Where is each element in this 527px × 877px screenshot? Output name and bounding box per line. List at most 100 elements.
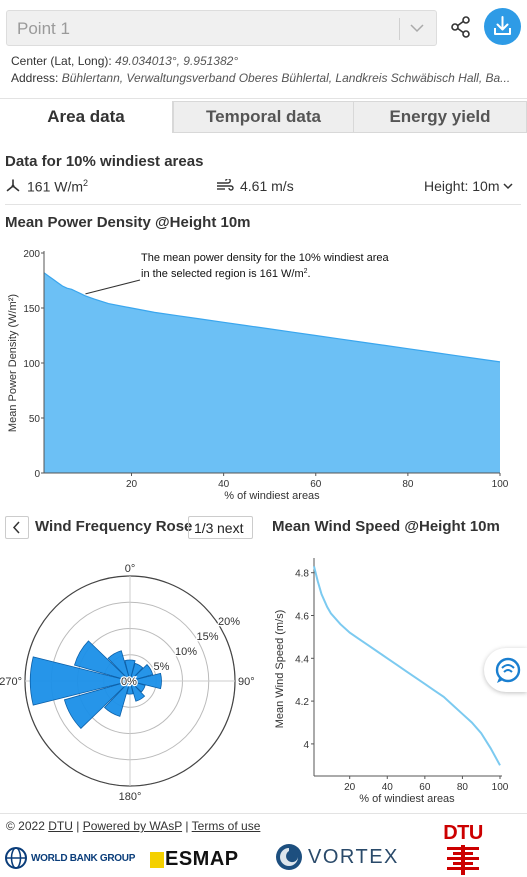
y-tick-label: 150 — [23, 304, 40, 315]
x-tick-label: 40 — [218, 479, 230, 490]
page-indicator: 1/3 — [194, 520, 214, 536]
wind-speed-value: 4.61 m/s — [240, 178, 294, 194]
rose-sector — [73, 640, 131, 682]
x-tick-label: 60 — [419, 782, 431, 793]
esmap-mark — [150, 851, 164, 868]
dtu-logo[interactable]: DTU — [443, 822, 483, 875]
wind-speed-chart-title: Mean Wind Speed @Height 10m — [272, 518, 500, 535]
angle-label-n: 0° — [125, 563, 136, 575]
radial-tick-label: 5% — [154, 661, 170, 673]
chevron-down-icon — [410, 24, 424, 33]
download-button[interactable] — [484, 8, 521, 45]
radial-tick-label: 20% — [218, 616, 240, 628]
wind-speed-chart: 4 4.2 4.4 4.6 4.8 20 40 60 80 100 % of windiest ar… — [274, 558, 509, 805]
angle-label-w: 270° — [0, 676, 22, 688]
tab-energy-yield[interactable]: Energy yield — [353, 101, 527, 133]
x-tick-label: 20 — [126, 479, 138, 490]
y-tick-label: 4.2 — [295, 697, 309, 708]
chat-icon — [495, 657, 521, 683]
height-label: Height: 10m — [424, 178, 500, 194]
rose-sector — [107, 650, 131, 682]
point-select-value: Point 1 — [17, 19, 70, 38]
terms-link[interactable]: Terms of use — [191, 819, 261, 833]
angle-label-e: 90° — [238, 676, 255, 688]
chevron-down-icon — [503, 183, 514, 190]
x-tick-label: 80 — [402, 479, 414, 490]
wind-icon — [217, 179, 234, 191]
powered-by-link[interactable]: Powered by WAsP — [82, 819, 183, 833]
rose-sector — [103, 680, 131, 717]
y-tick-label: 4.8 — [295, 569, 309, 580]
rose-sector — [129, 680, 146, 693]
y-tick-label: 0 — [34, 469, 40, 480]
vortex-swirl-icon — [276, 844, 302, 870]
vortex-logo[interactable]: VORTEX — [274, 842, 399, 872]
center-coordinates: Center (Lat, Long): 49.034013°, 9.951382… — [11, 54, 239, 68]
x-tick-label: 60 — [310, 479, 322, 490]
help-chat-button[interactable] — [484, 648, 527, 692]
x-tick-label: 40 — [382, 782, 394, 793]
wind-rose-pager[interactable]: 1/3 next — [188, 516, 253, 539]
footer-links: © 2022 DTU | Powered by WAsP | Terms of … — [6, 819, 261, 833]
rose-sector — [29, 656, 131, 706]
power-chart-title: Mean Power Density @Height 10m — [5, 214, 251, 231]
rose-sector — [63, 680, 131, 729]
rose-sector — [129, 672, 162, 690]
power-density-chart: 0 50 100 150 200 20 40 60 80 100 % of windiest are… — [7, 249, 509, 502]
y-tick-label: 4 — [303, 740, 309, 751]
annotation-sup: 2 — [304, 268, 308, 275]
dtu-mark-icon — [447, 845, 479, 875]
download-icon — [494, 16, 511, 35]
previous-button[interactable] — [5, 516, 29, 539]
x-tick-label: 100 — [492, 479, 509, 490]
rose-sector — [126, 680, 134, 695]
share-icon[interactable] — [446, 12, 476, 42]
rose-sector — [129, 662, 144, 682]
radial-tick-label: 10% — [175, 646, 197, 658]
rose-sector — [129, 664, 154, 682]
y-axis-title: Mean Wind Speed (m/s) — [274, 610, 286, 729]
world-bank-logo[interactable]: WORLD BANK GROUP — [4, 846, 135, 870]
x-tick-label: 100 — [492, 782, 509, 793]
chevron-left-icon — [12, 521, 20, 534]
power-density-line — [43, 272, 501, 363]
x-tick-label: 20 — [344, 782, 356, 793]
power-density-area — [44, 272, 500, 473]
tab-bar: Area data Temporal data Energy yield — [0, 101, 527, 133]
summary-title: Data for 10% windiest areas — [5, 153, 204, 170]
next-button[interactable]: next — [217, 520, 244, 536]
y-tick-label: 50 — [29, 414, 41, 425]
y-axis-title: Mean Power Density (W/m²) — [7, 294, 19, 432]
select-divider — [399, 18, 400, 40]
annotation-line-1: The mean power density for the 10% windi… — [141, 252, 390, 264]
angle-label-s: 180° — [119, 791, 142, 800]
dtu-link[interactable]: DTU — [48, 819, 73, 833]
y-tick-label: 100 — [23, 359, 40, 370]
esmap-logo[interactable]: ESMAP — [150, 848, 239, 871]
power-density-stat: 161 W/m2 — [5, 178, 88, 195]
y-tick-label: 200 — [23, 249, 40, 260]
wind-speed-line — [313, 566, 501, 766]
wind-turbine-icon — [6, 179, 20, 192]
x-axis-title: % of windiest areas — [224, 490, 320, 502]
radial-tick-label: 0% — [121, 676, 137, 688]
globe-icon — [5, 847, 27, 869]
annotation-end: . — [308, 268, 311, 280]
radial-tick-label: 15% — [197, 631, 219, 643]
tab-area-data[interactable]: Area data — [0, 101, 173, 133]
wind-rose-chart: 0° 90° 180° 270° 0% 5% 10%15% 20% — [0, 563, 255, 800]
y-tick-label: 4.6 — [295, 612, 309, 623]
tab-temporal-data[interactable]: Temporal data — [173, 101, 354, 133]
copyright: © 2022 — [6, 819, 45, 833]
y-tick-label: 4.4 — [295, 654, 309, 665]
address: Address: Bühlertann, Verwaltungsverband … — [11, 71, 511, 85]
point-select[interactable]: Point 1 — [6, 10, 437, 46]
annotation-line-2: in the selected region is 161 W/m2. — [141, 268, 311, 280]
x-axis-title: % of windiest areas — [359, 793, 455, 805]
height-selector[interactable]: Height: 10m — [424, 178, 514, 194]
wind-speed-stat: 4.61 m/s — [216, 178, 294, 194]
power-density-value: 161 W/m — [27, 178, 84, 195]
rose-sector — [129, 680, 146, 702]
annotation-leader — [85, 279, 141, 295]
rose-sector — [124, 659, 136, 682]
